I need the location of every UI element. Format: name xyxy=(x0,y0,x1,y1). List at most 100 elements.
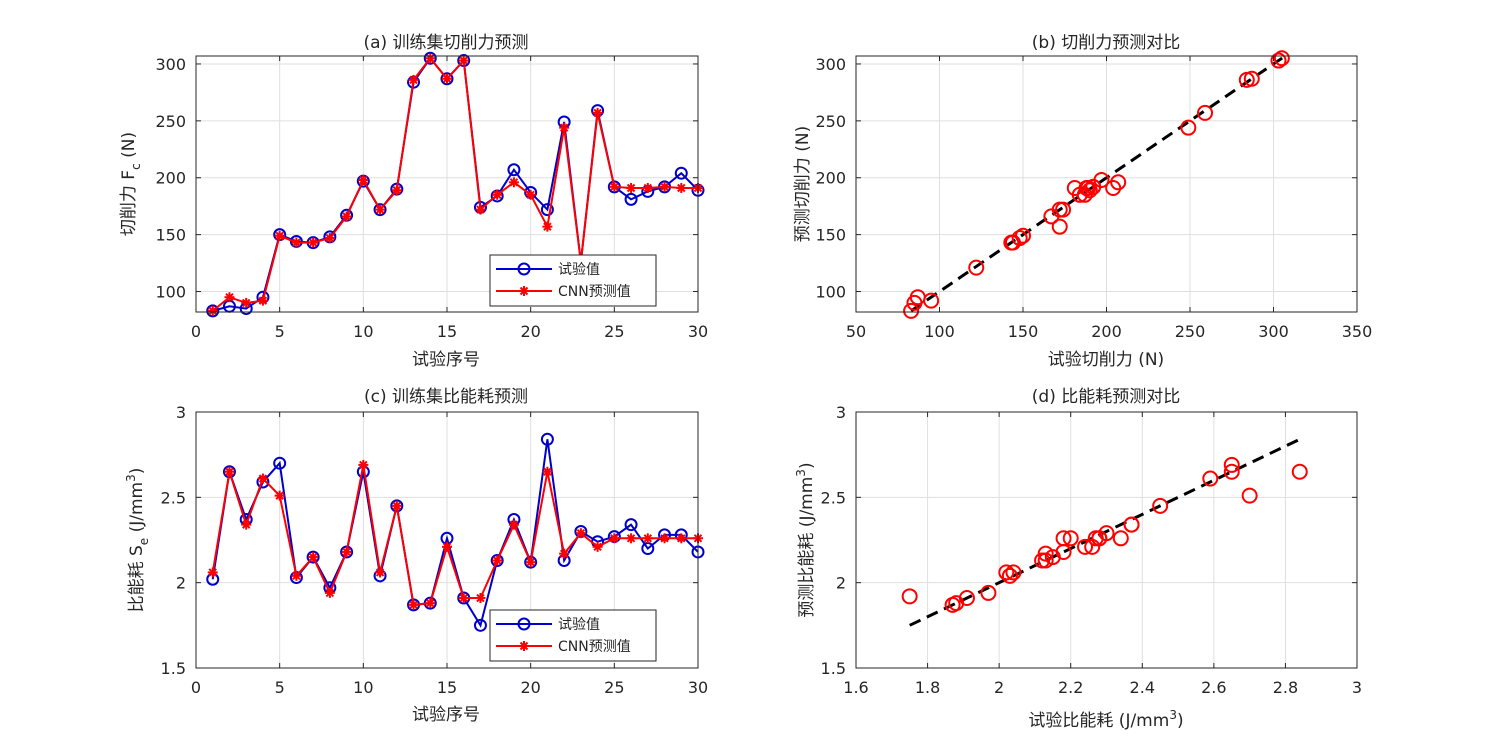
panel-d-xlabel-main: 试验比能耗 (J/mm xyxy=(1028,711,1169,731)
panel-c-point-predicted xyxy=(659,533,670,544)
panel-a-point-predicted xyxy=(676,182,687,193)
panel-a-legend-marker-predicted xyxy=(519,286,529,296)
panel-c-axes-frame xyxy=(195,411,699,669)
panel-c-point-predicted xyxy=(425,598,436,609)
panel-c-point-predicted xyxy=(475,593,486,604)
panel-c-point-predicted xyxy=(391,500,402,511)
panel-b-points xyxy=(903,50,1290,319)
panel-c-point-measured xyxy=(306,550,320,564)
panel-c-point-predicted xyxy=(341,546,352,557)
panel-b-xtick-label: 200 xyxy=(1091,322,1122,341)
panel-a-point-predicted xyxy=(224,292,235,303)
panel-c-legend: 试验值 CNN预测值 xyxy=(489,609,657,662)
panel-b-ytick-label: 150 xyxy=(815,226,846,245)
panel-b-axes-box xyxy=(855,55,1358,313)
panel-b-xlabel: 试验切削力 (N) xyxy=(1048,350,1164,370)
panel-d-title: (d) 比能耗预测对比 xyxy=(1032,387,1180,407)
panel-d-xtick-label: 2.4 xyxy=(1130,678,1155,697)
panel-a-ylabel: 切削力 Fc (N) xyxy=(119,132,143,236)
panel-c-ytick-label: 2 xyxy=(176,574,186,593)
panel-d-xtick-label: 1.6 xyxy=(843,678,868,697)
panel-a-point-predicted xyxy=(508,177,519,188)
panel-a-point-predicted xyxy=(257,295,268,306)
panel-c-point-predicted xyxy=(458,593,469,604)
panel-c-xtick-label: 5 xyxy=(275,678,285,697)
panel-b-cutting-force-comparison: (b) 切削力预测对比 50 100 150 200 250 300 350 100 150 20… xyxy=(793,33,1372,370)
panel-a-point-predicted xyxy=(492,189,503,200)
panel-a-point-predicted xyxy=(525,189,536,200)
panel-a-point-predicted xyxy=(207,305,218,316)
panel-a-point-measured xyxy=(423,51,437,65)
panel-d-axes-frame xyxy=(855,411,1358,669)
panel-a-ytick-label: 100 xyxy=(155,283,186,302)
panel-b-point xyxy=(1081,182,1098,199)
panel-a-point-measured xyxy=(206,304,220,318)
panel-d-ytick-label: 1.5 xyxy=(821,659,846,678)
panel-b-xtick-label: 100 xyxy=(924,322,955,341)
panel-a-xtick-label: 15 xyxy=(437,322,457,341)
panel-c-xtick-label: 30 xyxy=(688,678,708,697)
panel-c-point-predicted xyxy=(559,548,570,559)
panel-b-point xyxy=(906,294,923,311)
panel-c-legend-marker-measured xyxy=(517,617,531,631)
panel-c-point-predicted xyxy=(358,459,369,470)
panel-a-point-predicted xyxy=(375,204,386,215)
panel-a-point-predicted xyxy=(559,122,570,133)
panel-a-point-predicted xyxy=(408,74,419,85)
panel-c-point-predicted xyxy=(642,533,653,544)
panel-a-point-predicted xyxy=(274,230,285,241)
panel-d-ytick-label: 2.5 xyxy=(821,488,846,507)
panel-c-ylabel-sup: 3 xyxy=(124,474,138,482)
panel-a-xtick-label: 5 xyxy=(275,322,285,341)
panel-a-title: (a) 训练集切削力预测 xyxy=(363,33,528,53)
panel-d-ylabel-sup: 3 xyxy=(794,469,808,477)
panel-a-point-measured xyxy=(440,72,454,86)
panel-a-training-cutting-force: (a) 训练集切削力预测 0 5 10 15 20 25 30 100 150 200 250 300… xyxy=(119,33,708,370)
panel-a-point-predicted xyxy=(442,73,452,84)
panel-b-point xyxy=(1180,119,1197,136)
panel-a-point-predicted xyxy=(324,233,335,244)
panel-a-point-predicted xyxy=(358,175,369,186)
panel-c-point-predicted xyxy=(542,466,553,477)
panel-d-ytick-label: 2 xyxy=(836,574,846,593)
panel-d-specific-energy-comparison: (d) 比能耗预测对比 1.6 1.8 2 2.2 2.4 2.6 2.8 3 1.5 2 2.5 3… xyxy=(794,387,1362,731)
panel-c-point-predicted xyxy=(324,587,335,598)
panel-c-point-predicted xyxy=(592,541,603,552)
panel-a-point-predicted xyxy=(291,237,302,248)
panel-a-axes-frame xyxy=(195,55,699,313)
panel-d-point xyxy=(1001,567,1018,584)
panel-a-point-predicted xyxy=(458,55,469,66)
panel-b-point xyxy=(903,302,920,319)
panel-d-tick-labels: 1.6 1.8 2 2.2 2.4 2.6 2.8 3 1.5 2 2.5 3 xyxy=(821,403,1363,697)
panel-c-point-predicted xyxy=(525,557,536,568)
panel-d-ytick-label: 3 xyxy=(836,403,846,422)
panel-d-point xyxy=(958,590,975,607)
panel-d-point xyxy=(1112,530,1129,547)
panel-d-point xyxy=(1291,463,1308,480)
panel-b-xtick-label: 350 xyxy=(1342,322,1373,341)
panel-c-point-measured xyxy=(340,545,354,559)
panel-c-point-predicted xyxy=(291,570,302,581)
panel-b-ytick-label: 200 xyxy=(815,169,846,188)
panel-c-point-predicted xyxy=(508,519,519,530)
panel-c-point-predicted xyxy=(609,533,620,544)
panel-d-point xyxy=(1037,552,1054,569)
panel-c-tick-labels: 0 5 10 15 20 25 30 1.5 2 2.5 3 xyxy=(161,403,709,697)
panel-c-ylabel-sub: e xyxy=(137,538,151,545)
panel-a-point-predicted xyxy=(659,181,670,192)
panel-a-ylabel-sub: c xyxy=(129,163,143,170)
panel-a-ylabel-main: 切削力 F xyxy=(119,170,139,236)
panel-a-legend-label-measured: 试验值 xyxy=(558,262,600,278)
panel-c-point-predicted xyxy=(224,466,235,477)
panel-d-ylabel: 预测比能耗 (J/mm3) xyxy=(794,462,817,617)
panel-c-point-measured xyxy=(540,432,554,446)
panel-b-point xyxy=(1243,70,1260,87)
panel-a-point-predicted xyxy=(609,181,620,192)
panel-c-xtick-label: 20 xyxy=(520,678,540,697)
panel-a-ylabel-unit: (N) xyxy=(119,132,139,163)
panel-a-point-measured xyxy=(624,192,638,206)
panel-b-point xyxy=(923,292,940,309)
panel-a-xtick-label: 0 xyxy=(191,322,201,341)
panel-d-point xyxy=(1077,538,1094,555)
panel-a-xtick-label: 30 xyxy=(688,322,708,341)
